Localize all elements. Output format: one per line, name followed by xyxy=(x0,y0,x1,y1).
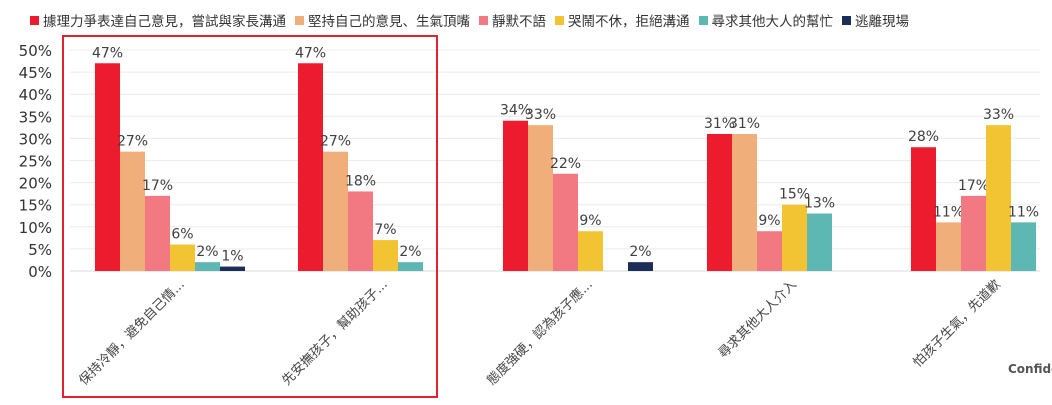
legend-swatch xyxy=(842,15,851,25)
bar xyxy=(298,63,323,272)
bar xyxy=(95,63,120,272)
legend-swatch xyxy=(698,15,708,25)
legend-item: 哭鬧不休，拒絕溝通 xyxy=(555,10,690,30)
data-label: 47% xyxy=(295,45,326,61)
category-label: 怕孩子生氣，先道歉 xyxy=(910,277,1003,370)
legend-swatch xyxy=(479,15,488,25)
y-tick-label: 5% xyxy=(28,241,52,259)
data-label: 33% xyxy=(983,107,1014,123)
category-label: 態度強硬，認為孩子應... xyxy=(484,277,596,389)
data-label: 17% xyxy=(142,178,173,194)
y-tick-label: 25% xyxy=(19,153,52,171)
bar xyxy=(628,262,653,271)
y-tick-label: 10% xyxy=(19,219,52,237)
data-label: 27% xyxy=(320,134,351,150)
footer-text: Confide xyxy=(1008,362,1052,376)
data-label: 31% xyxy=(704,116,735,132)
bar xyxy=(220,266,245,271)
data-label: 9% xyxy=(579,213,601,229)
highlight-box xyxy=(62,35,438,398)
legend-label: 逃離現場 xyxy=(855,14,909,30)
bar xyxy=(911,147,936,271)
data-label: 2% xyxy=(629,244,651,260)
bar xyxy=(936,222,961,271)
legend: 據理力爭表達自己意見，嘗試與家長溝通 堅持自己的意見、生氣頂嘴 靜默不語 哭鬧不休，拒… xyxy=(30,10,1050,30)
data-label: 11% xyxy=(933,204,964,220)
bar xyxy=(807,213,832,271)
y-tick-label: 0% xyxy=(28,263,52,281)
data-label: 2% xyxy=(196,244,218,260)
bar xyxy=(373,240,398,271)
legend-item: 據理力爭表達自己意見，嘗試與家長溝通 xyxy=(30,10,286,30)
legend-swatch xyxy=(555,15,564,25)
legend-label: 尋求其他大人的幫忙 xyxy=(711,14,834,30)
bar xyxy=(323,151,348,271)
bar xyxy=(578,231,603,271)
y-tick-label: 40% xyxy=(19,86,52,104)
bar xyxy=(986,125,1011,271)
y-tick-label: 30% xyxy=(19,130,52,148)
data-label: 15% xyxy=(779,187,810,203)
data-label: 11% xyxy=(1008,204,1039,220)
data-label: 34% xyxy=(500,103,531,119)
bar xyxy=(120,151,145,271)
bar xyxy=(348,191,373,271)
y-tick-label: 45% xyxy=(19,64,52,82)
data-label: 13% xyxy=(804,196,835,212)
legend-item: 尋求其他大人的幫忙 xyxy=(698,10,834,30)
bar xyxy=(145,195,170,271)
y-tick-label: 20% xyxy=(19,175,52,193)
y-tick-label: 15% xyxy=(19,197,52,215)
bar xyxy=(757,231,782,271)
y-tick-label: 35% xyxy=(19,108,52,126)
data-label: 9% xyxy=(758,213,780,229)
legend-label: 據理力爭表達自己意見，嘗試與家長溝通 xyxy=(43,14,286,30)
data-label: 2% xyxy=(399,244,421,260)
data-label: 33% xyxy=(525,107,556,123)
bar xyxy=(170,244,195,271)
bar xyxy=(398,262,423,271)
category-label: 保持冷靜，避免自己情... xyxy=(77,277,188,388)
bar xyxy=(782,204,807,271)
data-label: 47% xyxy=(92,45,123,61)
bar xyxy=(1011,222,1036,271)
category-label: 先安撫孩子，幫助孩子... xyxy=(279,277,391,389)
data-label: 17% xyxy=(958,178,989,194)
legend-label: 靜默不語 xyxy=(492,14,546,30)
legend-swatch xyxy=(295,15,304,25)
legend-label: 堅持自己的意見、生氣頂嘴 xyxy=(308,14,470,30)
data-label: 6% xyxy=(171,226,193,242)
bar xyxy=(707,133,732,271)
data-label: 7% xyxy=(374,222,396,238)
y-tick-label: 50% xyxy=(19,42,52,60)
bar xyxy=(195,262,220,271)
data-label: 22% xyxy=(550,156,581,172)
bar xyxy=(732,133,757,271)
bar xyxy=(553,173,578,271)
data-label: 28% xyxy=(908,129,939,145)
bar xyxy=(503,120,528,271)
data-label: 1% xyxy=(221,249,243,265)
legend-item: 靜默不語 xyxy=(479,10,546,30)
data-label: 18% xyxy=(345,173,376,189)
legend-label: 哭鬧不休，拒絕溝通 xyxy=(568,14,690,30)
bar xyxy=(528,125,553,271)
bar xyxy=(961,195,986,271)
data-label: 27% xyxy=(117,134,148,150)
legend-item: 逃離現場 xyxy=(842,10,909,30)
data-label: 31% xyxy=(729,116,760,132)
category-label: 尋求其他大人介入 xyxy=(716,277,800,361)
legend-item: 堅持自己的意見、生氣頂嘴 xyxy=(295,10,470,30)
legend-swatch xyxy=(30,15,39,25)
